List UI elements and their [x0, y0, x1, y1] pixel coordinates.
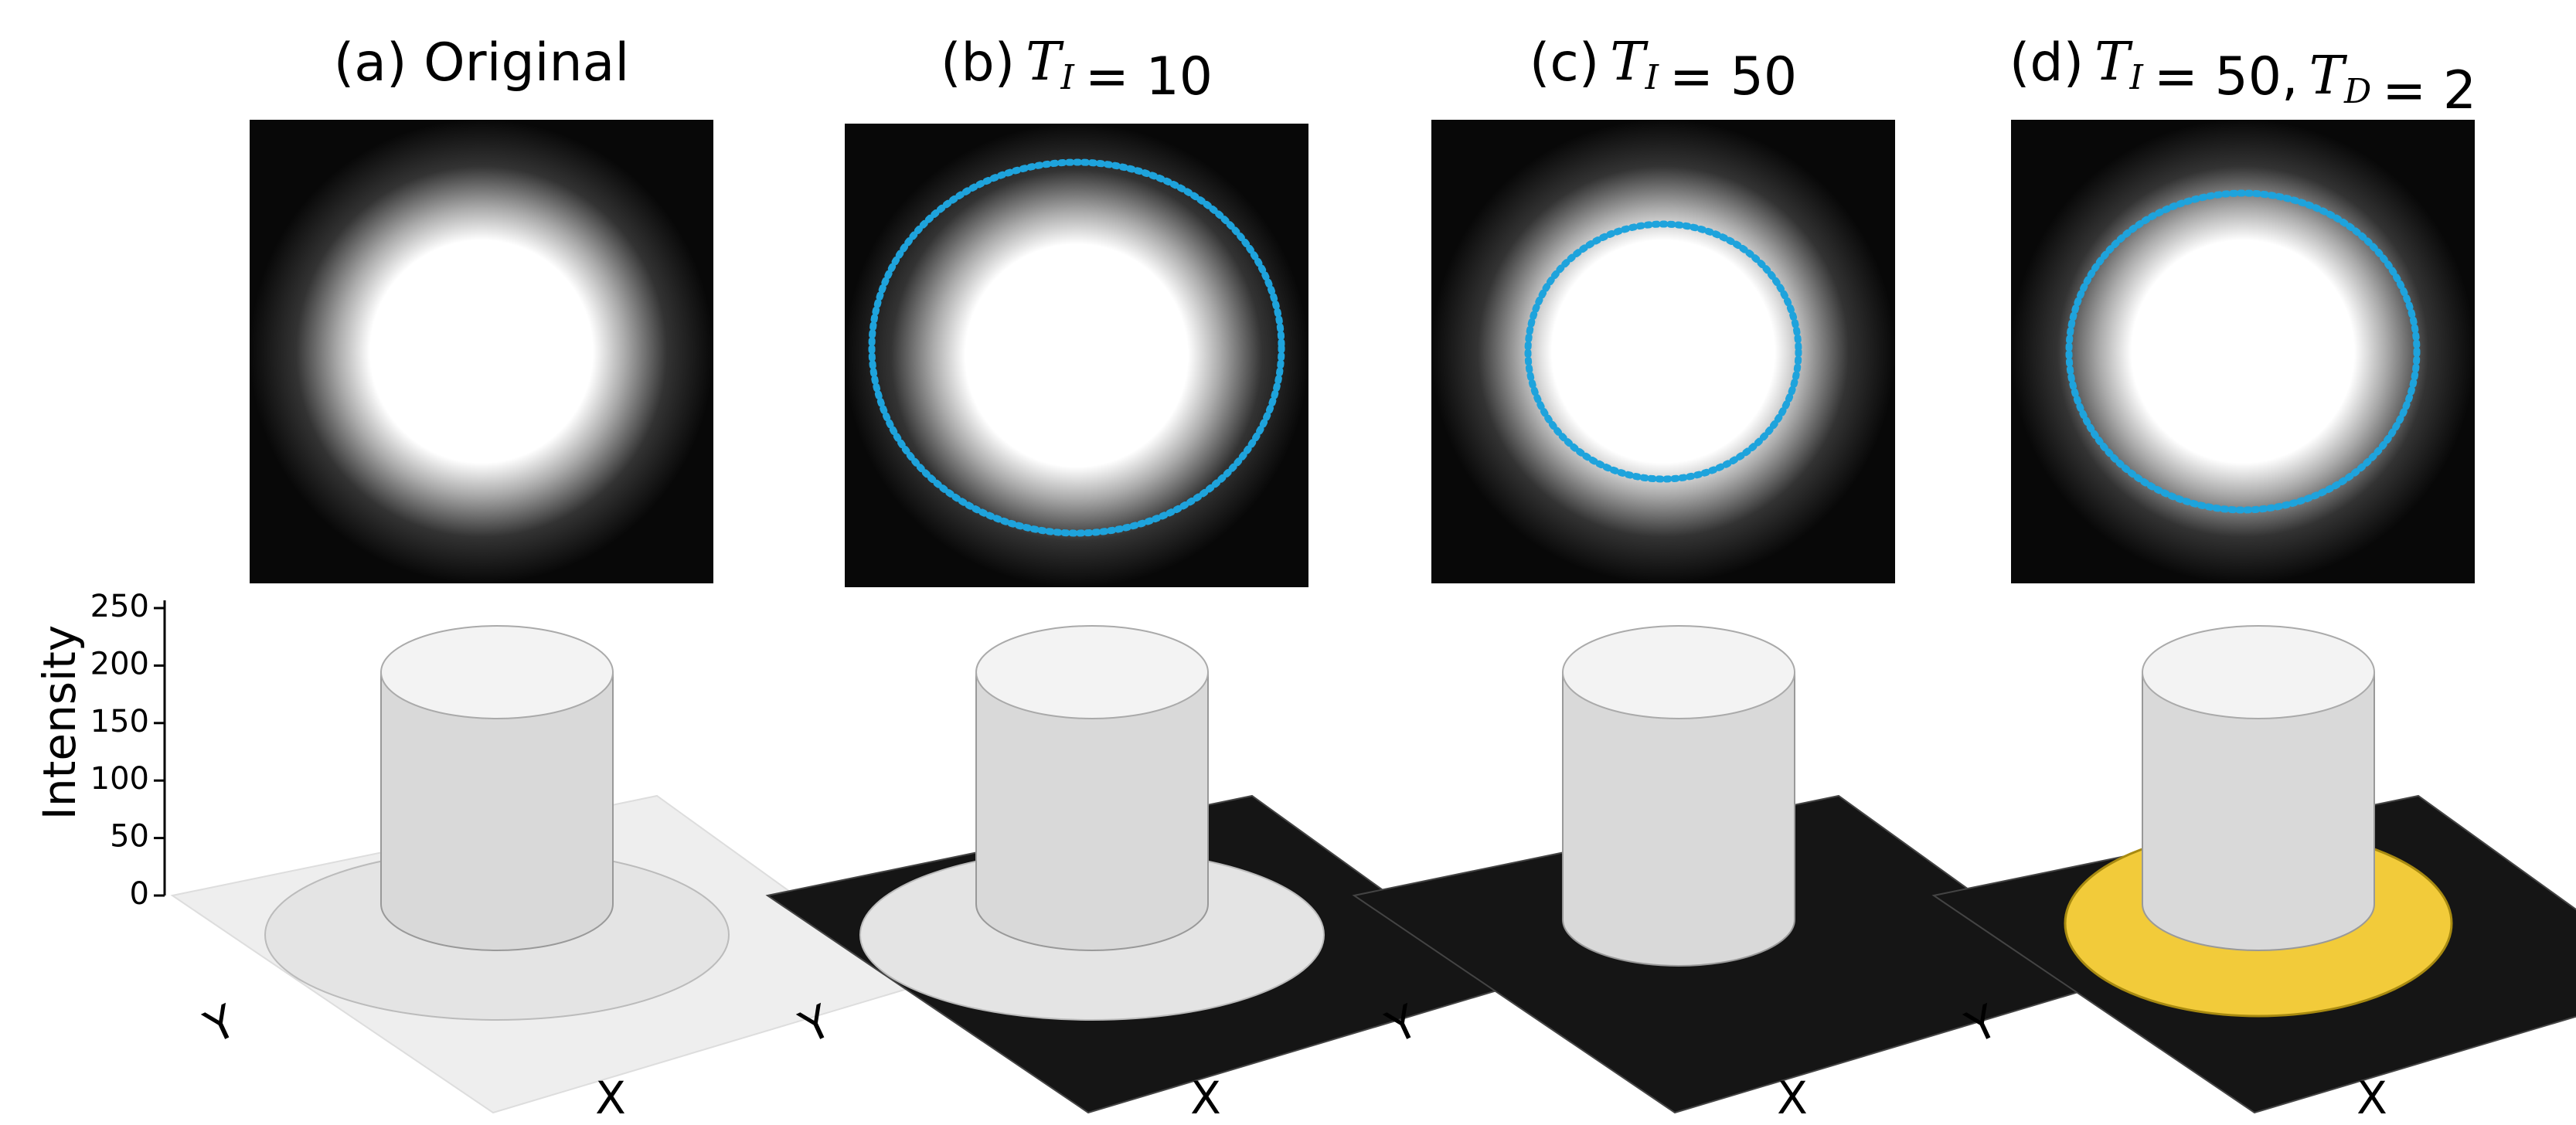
title-text: = 50, [2154, 46, 2299, 107]
title-text: (a) Original [334, 32, 629, 93]
panel-title: (c)TI= 50 [1530, 32, 1797, 107]
panel-title: (a) Original [334, 32, 629, 93]
column-top [976, 626, 1208, 719]
math-subscript: I [2129, 58, 2144, 97]
tick-label: 50 [110, 819, 149, 855]
axis-title: Intensity [33, 625, 86, 820]
title-text: (c) [1530, 32, 1599, 93]
axis-x-label: X [1190, 1072, 1221, 1122]
image-blob [250, 120, 713, 583]
title-text: (b) [941, 32, 1015, 93]
tick-label: 150 [90, 704, 149, 739]
math-subscript: I [1645, 58, 1660, 97]
tick-label: 250 [90, 589, 149, 624]
column-top [381, 626, 613, 719]
tick-label: 0 [130, 876, 149, 912]
title-text: (d) [2009, 32, 2084, 93]
image-blob [845, 124, 1308, 587]
math-subscript: I [1060, 58, 1076, 97]
axis-x-label: X [1777, 1072, 1808, 1122]
column-top [2142, 626, 2374, 719]
image-blob [2011, 120, 2475, 583]
axis-x-label: X [2357, 1072, 2387, 1122]
image-blob [1431, 120, 1895, 583]
column-top [1563, 626, 1795, 719]
tick-label: 200 [90, 646, 149, 681]
axis-y-label: Y [196, 994, 244, 1054]
title-text: = 50 [1669, 46, 1797, 107]
math-subscript: D [2343, 72, 2371, 111]
panel-title: (b)TI= 10 [941, 32, 1213, 107]
title-text: = 10 [1085, 46, 1213, 107]
math-symbol: T [1026, 32, 1064, 93]
panel-title: (d)TI= 50,TD= 2 [2009, 32, 2476, 121]
figure: (a) OriginalYX(b)TI= 10YX(c)TI= 50YX(d)T… [0, 0, 2576, 1122]
title-text: = 2 [2382, 60, 2476, 121]
axis-x-label: X [595, 1072, 626, 1122]
tick-label: 100 [90, 761, 149, 797]
math-symbol: T [2094, 32, 2133, 93]
math-symbol: T [1610, 32, 1649, 93]
math-symbol: T [2309, 46, 2348, 107]
